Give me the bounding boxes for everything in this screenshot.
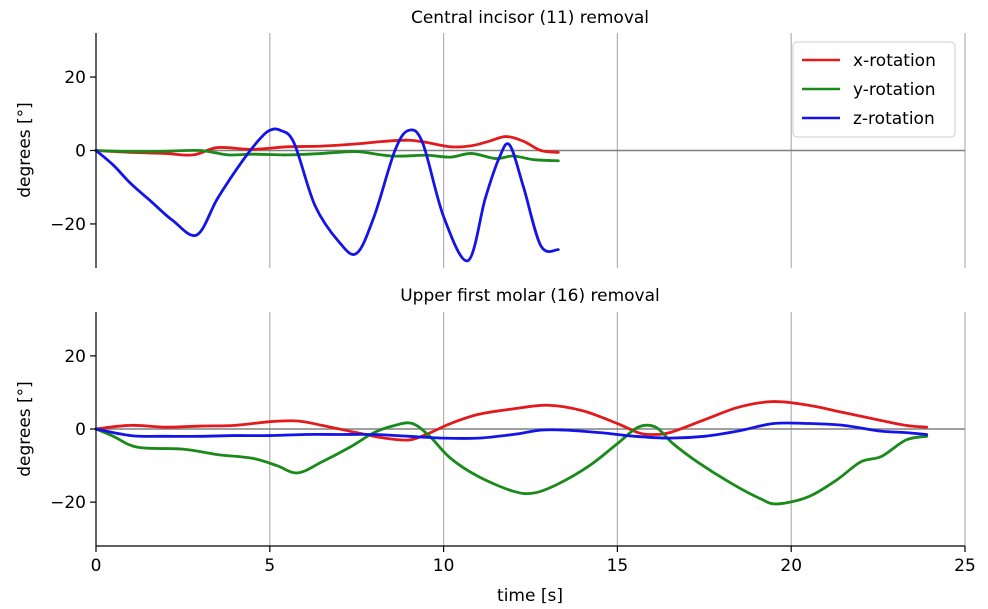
legend-entry: y-rotation (802, 80, 936, 100)
legend-entry: z-rotation (802, 109, 935, 129)
legend-entry: x-rotation (802, 51, 936, 71)
panel-upper-first-molar: Upper first molar (16) removal degrees [… (15, 286, 976, 606)
x-tick-label: 0 (91, 556, 102, 576)
legend: x-rotation y-rotation z-rotation (792, 41, 956, 138)
x-tick-label: 15 (607, 556, 629, 576)
y-tick-label: 20 (64, 68, 86, 88)
x-axis-label: time [s] (497, 586, 563, 606)
y-tick-label: −20 (50, 493, 86, 513)
plot-area (94, 127, 560, 263)
x-tick-label: 20 (780, 556, 802, 576)
legend-box (792, 41, 956, 138)
y-tick-label: 20 (64, 347, 86, 367)
y-tick-label: 0 (75, 142, 86, 162)
x-tick-label: 10 (433, 556, 455, 576)
series-line-y-rotation (94, 148, 560, 163)
legend-label: y-rotation (853, 80, 936, 100)
series-line-z-rotation (94, 127, 560, 263)
chart-title: Central incisor (11) removal (411, 8, 649, 28)
series-line-y-rotation (94, 421, 929, 506)
grid (96, 312, 966, 546)
grid (96, 33, 966, 268)
y-axis-label: degrees [°] (15, 102, 35, 198)
x-tick-label: 5 (264, 556, 275, 576)
panel-central-incisor: Central incisor (11) removal degrees [°]… (15, 8, 966, 268)
plot-area (94, 400, 929, 506)
series-line-x-rotation (94, 400, 929, 442)
ticks: −20 0 20 0 5 10 15 20 25 (50, 347, 976, 576)
legend-label: x-rotation (853, 51, 936, 71)
ticks: −20 0 20 (50, 68, 96, 235)
x-tick-label: 25 (954, 556, 976, 576)
series-line-z-rotation (94, 421, 929, 440)
chart-title: Upper first molar (16) removal (400, 286, 660, 306)
y-tick-label: 0 (75, 420, 86, 440)
y-axis-label: degrees [°] (15, 381, 35, 477)
series-line-x-rotation (94, 135, 560, 157)
legend-label: z-rotation (853, 109, 935, 129)
y-tick-label: −20 (50, 215, 86, 235)
